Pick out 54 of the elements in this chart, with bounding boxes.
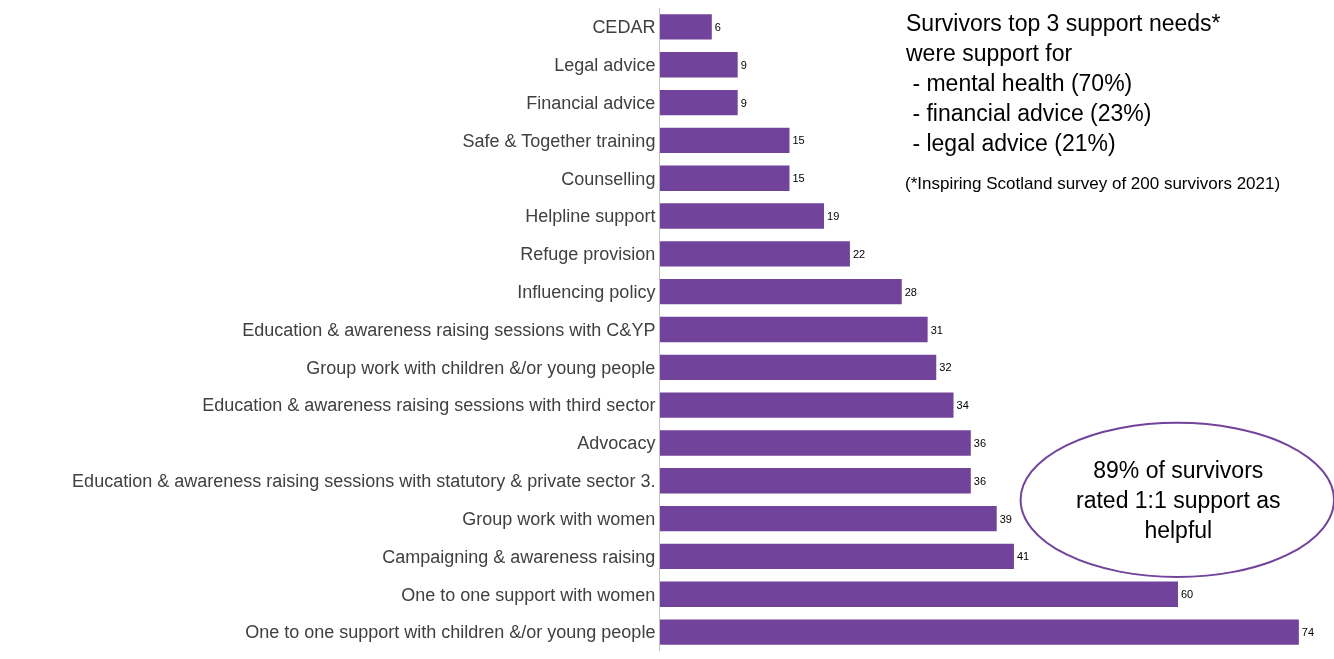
- data-label: 36: [973, 474, 987, 487]
- data-label: 39: [999, 512, 1012, 525]
- y-tick-label: Safe & Together training: [462, 130, 656, 151]
- y-tick-label: Campaigning & awareness raising: [382, 546, 656, 567]
- data-label: 19: [827, 210, 840, 223]
- annotation: Survivors top 3 support needs* were support for - mental health (70%) - financial advice (23%) - legal advice (21%): [905, 10, 1221, 156]
- bar: [660, 127, 790, 154]
- bar: [660, 430, 971, 456]
- data-label: 36: [973, 436, 987, 449]
- bar: [660, 165, 790, 191]
- bar: [660, 203, 825, 229]
- data-label: 15: [792, 134, 805, 147]
- bar: [660, 505, 997, 532]
- bar: [660, 316, 928, 343]
- bar: [660, 89, 738, 116]
- data-label: 9: [740, 96, 747, 109]
- data-label: 22: [852, 247, 866, 260]
- y-tick-label: CEDAR: [592, 17, 656, 38]
- bar: [660, 543, 1014, 570]
- bar: [660, 354, 937, 380]
- annotation: 89% of survivors rated 1:1 support as helpful: [1076, 457, 1281, 543]
- bar: [660, 581, 1178, 607]
- annotation: (*Inspiring Scotland survey of 200 survivors 2021): [905, 174, 1281, 193]
- y-tick-label: Group work with women: [462, 508, 656, 529]
- y-tick-label: Group work with children &/or young people: [306, 357, 656, 378]
- y-tick-label: Education & awareness raising sessions with C&YP: [242, 319, 656, 340]
- bar: [660, 14, 712, 40]
- data-label: 60: [1181, 588, 1194, 601]
- bar: [660, 241, 850, 267]
- data-label: 41: [1016, 550, 1030, 563]
- y-tick-label: Counselling: [561, 168, 656, 189]
- y-tick-label: Legal advice: [554, 55, 656, 76]
- y-tick-label: Refuge provision: [520, 244, 656, 265]
- y-tick-label: One to one support with children &/or young people: [245, 622, 656, 643]
- y-tick-label: Financial advice: [526, 92, 656, 113]
- bar: [660, 52, 738, 78]
- data-label: 32: [939, 361, 952, 374]
- y-tick-label: One to one support with women: [401, 584, 656, 605]
- y-tick-label: Influencing policy: [517, 281, 656, 302]
- bar: [660, 468, 971, 494]
- bar: [660, 279, 902, 305]
- bar: [660, 619, 1299, 645]
- data-label: 74: [1301, 626, 1315, 639]
- y-tick-label: Advocacy: [577, 433, 656, 454]
- data-label: 9: [740, 58, 747, 71]
- data-label: 34: [956, 399, 969, 412]
- y-tick-label: Education & awareness raising sessions with third sector: [202, 395, 656, 416]
- data-label: 31: [930, 323, 943, 336]
- bar: [660, 392, 954, 418]
- data-label: 28: [904, 285, 917, 298]
- y-tick-label: Education & awareness raising sessions with statutory & private sector 3.: [72, 471, 656, 492]
- data-label: 6: [714, 20, 721, 33]
- data-label: 15: [792, 172, 805, 185]
- y-tick-label: Helpline support: [525, 206, 656, 227]
